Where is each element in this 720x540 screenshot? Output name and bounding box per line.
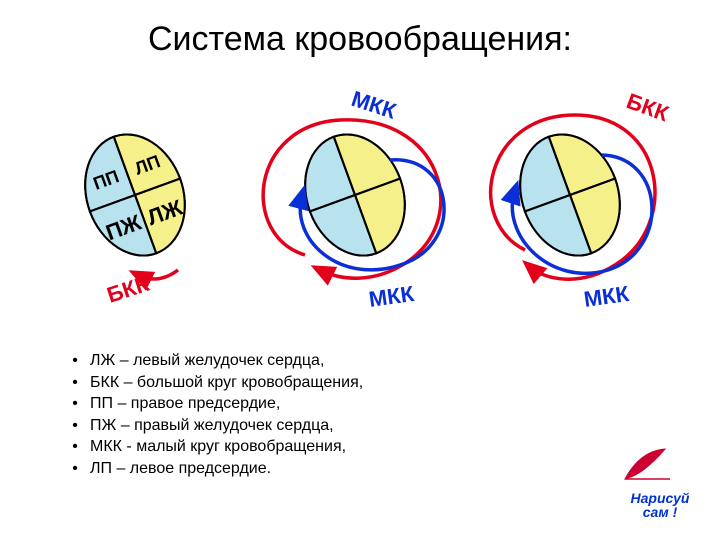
label-mkk-bottom: МКК	[367, 281, 416, 312]
legend-text: ПЖ – правый желудочек сердца,	[90, 415, 334, 437]
bullet-icon: •	[60, 393, 90, 415]
diagram: ПП ЛП ПЖ ЛЖ БКК МКК МКК БКК МКК	[40, 85, 680, 315]
feather-icon	[620, 441, 700, 486]
legend-text: МКК - малый круг кровобращения,	[90, 436, 346, 458]
page-title: Система кровообращения:	[0, 20, 720, 59]
legend-item: •БКК – большой круг кровобращения,	[60, 372, 363, 394]
diagram-svg: ПП ЛП ПЖ ЛЖ БКК МКК МКК БКК МКК	[40, 85, 680, 315]
legend-item: •ПП – правое предсердие,	[60, 393, 363, 415]
heart-3	[504, 120, 637, 269]
bullet-icon: •	[60, 350, 90, 372]
heart-1: ПП ЛП ПЖ ЛЖ	[69, 120, 202, 269]
bullet-icon: •	[60, 372, 90, 394]
legend-item: •ЛЖ – левый желудочек сердца,	[60, 350, 363, 372]
legend-item: •ПЖ – правый желудочек сердца,	[60, 415, 363, 437]
label-mkk-top: МКК	[348, 86, 399, 124]
logo-line2: сам !	[620, 505, 700, 520]
legend-item: •ЛП – левое предсердие.	[60, 458, 363, 480]
logo-line1: Нарисуй	[620, 491, 700, 506]
legend-text: БКК – большой круг кровобращения,	[90, 372, 363, 394]
label-bkk-3: БКК	[623, 88, 672, 126]
legend-text: ЛП – левое предсердие.	[90, 458, 271, 480]
legend-item: •МКК - малый круг кровобращения,	[60, 436, 363, 458]
legend-text: ЛЖ – левый желудочек сердца,	[90, 350, 324, 372]
legend-text: ПП – правое предсердие,	[90, 393, 280, 415]
bullet-icon: •	[60, 458, 90, 480]
bullet-icon: •	[60, 415, 90, 437]
heart-2	[289, 120, 422, 269]
corner-logo: Нарисуй сам !	[620, 441, 700, 520]
label-mkk-3: МКК	[582, 281, 631, 312]
legend: •ЛЖ – левый желудочек сердца, •БКК – бол…	[60, 350, 363, 480]
bullet-icon: •	[60, 436, 90, 458]
